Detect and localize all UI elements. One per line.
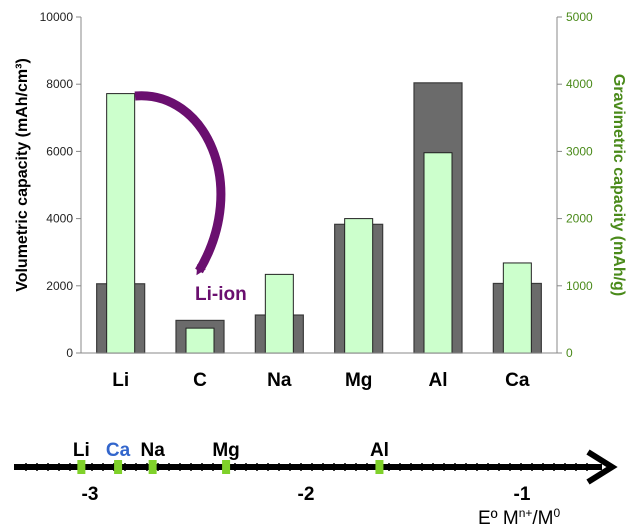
y-tick-label-right: 4000: [566, 77, 593, 91]
category-label-li: Li: [112, 370, 129, 391]
potential-label-mg: Mg: [212, 440, 239, 461]
bar-gravimetric-na: [264, 273, 294, 354]
y-tick-label-left: 4000: [46, 212, 73, 226]
y-tick-label-left: 10000: [40, 10, 74, 24]
potential-marker-mg: [222, 460, 231, 474]
bar-gravimetric-li: [106, 93, 136, 354]
bar-gravimetric-c: [185, 327, 215, 354]
y-axis-label-right: Gravimetric capacity (mAh/g): [610, 74, 627, 296]
y-tick-label-right: 0: [566, 346, 573, 360]
li-ion-arrow: [134, 91, 226, 276]
category-label-mg: Mg: [345, 370, 372, 391]
potential-label-li: Li: [73, 440, 90, 461]
potential-label-al: Al: [370, 440, 389, 461]
category-label-ca: Ca: [505, 370, 530, 391]
category-label-na: Na: [267, 370, 292, 391]
y-tick-label-right: 1000: [566, 279, 593, 293]
y-axis-label-left: Volumetric capacity (mAh/cm³): [14, 58, 31, 292]
number-line-tick-label: -1: [514, 484, 531, 505]
y-tick-label-left: 2000: [46, 279, 73, 293]
y-tick-label-right: 5000: [566, 10, 593, 24]
potential-label-ca: Ca: [106, 440, 131, 461]
y-tick-label-right: 3000: [566, 144, 593, 158]
axes-layer: Li C Na Mg Al Ca 0 2000 4000 6000 8000 10000 0 1000 20…: [40, 10, 593, 391]
number-line-tick-label: -2: [298, 484, 315, 505]
number-line-tick-label: -3: [82, 484, 99, 505]
potential-number-line: -3 -2 -1 Li Ca Na Mg Al: [14, 440, 618, 505]
bar-gravimetric-ca: [502, 262, 532, 354]
bar-layer: [96, 82, 542, 354]
potential-marker-al: [375, 460, 384, 474]
number-line-arrowhead: [586, 449, 618, 485]
potential-label-na: Na: [140, 440, 165, 461]
bar-gravimetric-al: [423, 152, 453, 354]
potential-marker-li: [77, 460, 86, 474]
y-tick-label-left: 8000: [46, 77, 73, 91]
li-ion-annotation: Li-ion: [195, 284, 247, 305]
y-tick-label-right: 2000: [566, 212, 593, 226]
y-tick-label-left: 0: [66, 346, 73, 360]
category-label-c: C: [193, 370, 207, 391]
y-tick-label-left: 6000: [46, 144, 73, 158]
potential-marker-ca: [114, 460, 123, 474]
potential-marker-na: [148, 460, 157, 474]
category-label-al: Al: [429, 370, 448, 391]
bar-gravimetric-mg: [344, 218, 374, 354]
potential-axis-label: Eº Mn+/M0: [478, 506, 561, 529]
